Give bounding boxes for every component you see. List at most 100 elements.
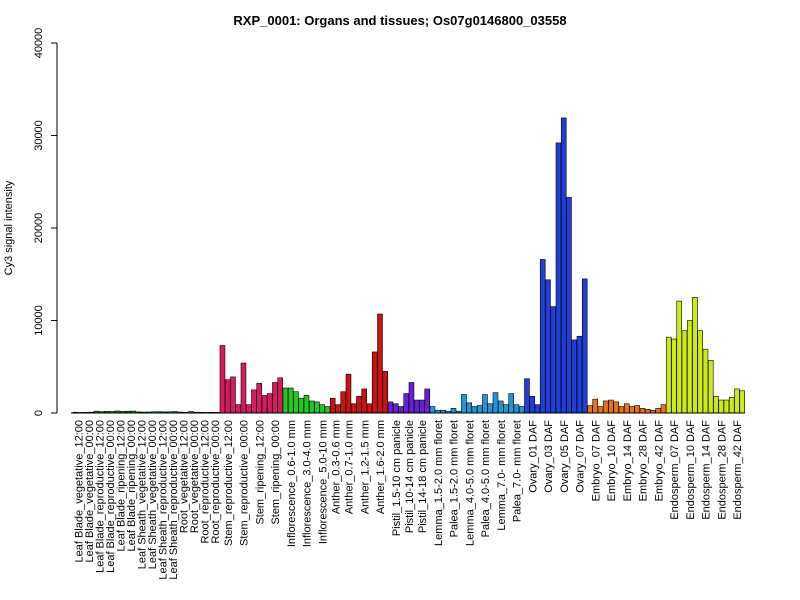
bar-23-1	[361, 388, 367, 414]
bar-47-1	[734, 388, 740, 414]
bar-32-0	[492, 392, 499, 414]
bar-20-2	[324, 406, 331, 414]
bar-19-2	[308, 400, 315, 414]
y-tick-label: 10000	[33, 305, 45, 336]
bar-20-0	[314, 401, 320, 414]
bar-16-1	[256, 383, 262, 414]
x-tick-label: Anther_1.6-2.0 mm	[375, 420, 387, 514]
bar-17-1	[272, 382, 278, 414]
x-tick-label: Embryo_07 DAF	[590, 420, 602, 502]
x-tick-label: Leaf Blade_reproductive_00:00	[105, 420, 117, 573]
x-tick-label: Pistil_10-14 cm panicle	[404, 420, 416, 533]
bar-47-0	[728, 396, 735, 414]
bar-36-1	[560, 117, 567, 414]
bar-15-0	[235, 404, 241, 414]
bar-24-0	[371, 351, 378, 414]
bar-34-2	[534, 404, 541, 414]
bar-42-2	[660, 404, 667, 414]
bar-44-0	[681, 330, 688, 414]
bar-41-0	[634, 405, 640, 414]
bar-44-2	[692, 297, 698, 414]
bar-45-2	[707, 359, 714, 414]
bar-30-2	[471, 406, 478, 414]
y-tick-label: 20000	[33, 213, 45, 244]
bar-37-0	[571, 339, 577, 414]
bar-45-1	[702, 348, 709, 414]
bar-33-0	[508, 393, 514, 414]
bar-33-1	[513, 404, 520, 414]
bar-24-1	[377, 313, 383, 414]
bar-40-2	[629, 406, 635, 414]
bar-33-2	[518, 406, 525, 414]
x-tick-label: Root_vegetative_12:00	[178, 420, 190, 533]
bars-group	[72, 117, 745, 414]
bar-21-0	[329, 397, 336, 414]
x-tick-label: Leaf Sheath_vegetative_12:00	[136, 420, 148, 569]
bar-37-2	[581, 278, 588, 414]
y-tick-label: 30000	[33, 120, 45, 151]
bar-22-0	[340, 391, 346, 414]
bar-22-2	[350, 403, 357, 414]
x-tick-label: Stem_reproductive_00:00	[239, 420, 251, 546]
y-axis: 0 10000 20000 30000 40000	[33, 28, 58, 416]
bar-46-0	[713, 396, 719, 414]
bar-37-1	[576, 335, 583, 414]
bar-38-0	[587, 405, 593, 414]
x-tick-label: Palea_4.0-5.0 mm floret	[480, 420, 492, 537]
bar-30-0	[461, 394, 467, 414]
bar-24-2	[382, 371, 388, 414]
bar-36-2	[566, 197, 572, 414]
bar-47-2	[739, 390, 745, 414]
bar-32-1	[497, 400, 504, 414]
x-tick-label: Lemma_4.0-5.0 mm floret	[464, 420, 476, 546]
bar-31-1	[482, 394, 488, 414]
bar-19-1	[303, 395, 310, 414]
bar-43-0	[665, 336, 672, 414]
bar-26-1	[408, 382, 415, 414]
bar-26-0	[403, 393, 409, 414]
bar-30-1	[466, 402, 472, 414]
bar-31-0	[476, 405, 483, 414]
x-tick-label: Anther_0.7-1.0 mm	[344, 420, 356, 514]
x-tick-label: Palea_1.5-2.0 mm floret	[449, 420, 461, 537]
x-tick-label: Leaf Sheath_vegetative_00:00	[147, 420, 159, 569]
bar-16-0	[251, 389, 257, 414]
x-tick-label: Ovary_03 DAF	[543, 420, 555, 493]
bar-18-1	[287, 387, 294, 414]
bar-15-1	[240, 362, 247, 414]
x-tick-label: Root_reproductive_12:00	[199, 420, 211, 544]
bar-18-2	[293, 391, 299, 414]
x-tick-label: Endosperm_28 DAF	[716, 420, 728, 520]
bar-17-2	[277, 377, 283, 414]
x-tick-label: Leaf Blade_ripening_00:00	[126, 420, 138, 552]
x-tick-label: Root_vegetative_00:00	[189, 420, 201, 533]
x-tick-label: Inflorescence_0.6-1.0 mm	[286, 420, 298, 547]
bar-23-2	[366, 403, 373, 414]
bar-34-1	[529, 396, 535, 414]
bar-38-2	[597, 406, 604, 414]
bar-43-1	[671, 338, 677, 414]
bar-15-2	[245, 404, 252, 414]
bar-27-2	[424, 388, 430, 414]
x-tick-label: Stem_ripening_12:00	[254, 420, 266, 525]
bar-41-1	[639, 408, 646, 414]
bar-31-2	[487, 403, 493, 414]
bar-14-1	[224, 379, 231, 414]
y-tick-label: 40000	[33, 28, 45, 59]
x-tick-label: Endosperm_10 DAF	[685, 420, 697, 520]
bar-22-1	[345, 373, 352, 414]
bar-36-0	[555, 142, 562, 414]
bar-14-0	[219, 345, 226, 414]
x-tick-label: Inflorescence_5.0-10 mm	[317, 420, 329, 544]
x-tick-label: Lemma_7.0- mm floret	[496, 420, 508, 531]
x-tick-label: Ovary_07 DAF	[575, 420, 587, 493]
bar-42-1	[655, 408, 661, 414]
x-tick-label: Leaf Sheath_reproductive_12:00	[157, 420, 169, 580]
bar-14-2	[230, 376, 236, 414]
x-tick-label: Anther_0.3-0.6 mm	[331, 420, 343, 514]
x-tick-label: Stem_ripening_00:00	[270, 420, 282, 525]
bar-25-2	[398, 406, 404, 414]
